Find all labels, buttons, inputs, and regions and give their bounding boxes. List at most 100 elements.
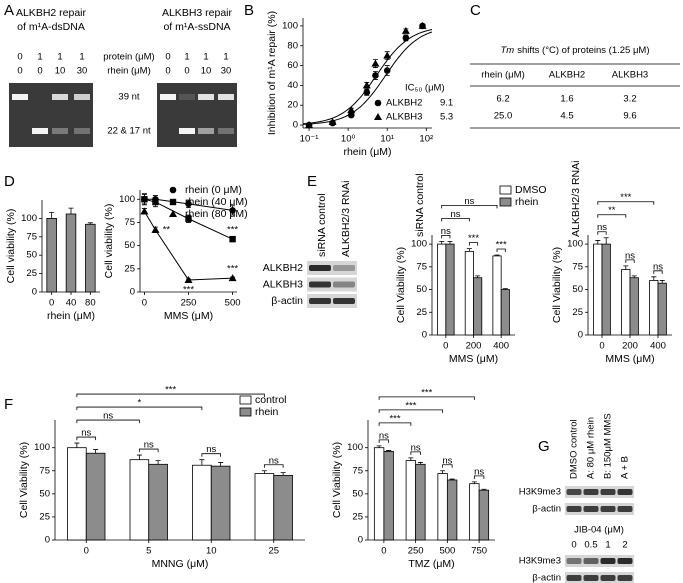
gel-band [218, 94, 234, 100]
blot-band [617, 575, 633, 581]
table-title-symbol: Tm [501, 45, 515, 56]
marker [228, 274, 237, 282]
y-tick-label: 40 [287, 80, 298, 91]
y-axis-label: Inhibition of m¹A repair (%) [266, 11, 278, 135]
blot-strip [565, 572, 634, 583]
bar [649, 280, 659, 336]
marker [347, 106, 356, 114]
annotation: *** [183, 284, 194, 295]
significance-bracket [201, 453, 222, 457]
band-label: 39 nt [118, 92, 139, 103]
marker [328, 118, 337, 126]
chart-title: siRNA control [414, 173, 426, 237]
lane-value: 1 [203, 52, 208, 63]
significance-bracket [597, 214, 627, 218]
blot-band [600, 506, 616, 512]
bar [446, 479, 458, 541]
lane-value: 1 [57, 52, 62, 63]
significance-bracket [378, 409, 444, 413]
blot-strip [565, 503, 634, 515]
legend-value: 5.3 [440, 112, 453, 123]
x-axis-label: MNNG (μM) [152, 558, 209, 570]
significance-bracket [653, 270, 663, 274]
blot-band [566, 489, 582, 495]
panel-label: B [244, 2, 254, 19]
row-label: protein (μM) [103, 52, 154, 63]
legend-label: control [255, 394, 287, 406]
legend-label: rhein (80 μM) [185, 208, 248, 220]
legend-label: rhein (40 μM) [185, 196, 248, 208]
significance-bracket [76, 393, 265, 398]
legend-label: DMSO [515, 184, 547, 196]
annotation: ** [163, 224, 171, 235]
series-line [143, 211, 233, 281]
y-tick-label: 25 [352, 511, 363, 522]
x-tick-label: 40 [66, 298, 77, 309]
y-tick-label: 0 [45, 535, 50, 546]
fit-curve [302, 29, 433, 125]
legend-label: rhein (0 μM) [185, 184, 242, 196]
x-tick-label: 10⁰ [341, 134, 356, 145]
gel-band [198, 128, 214, 134]
y-tick-label: 100 [21, 213, 37, 224]
bar [500, 289, 510, 336]
marker [371, 59, 380, 67]
x-tick-label: 5 [146, 546, 151, 557]
significance-label: ns [411, 442, 421, 453]
legend-label: ALKBH2 [386, 98, 422, 109]
annotation: *** [227, 264, 238, 275]
marker [305, 121, 314, 129]
significance-bracket [441, 217, 470, 222]
blot-column-label: B: 150μM MMS [603, 413, 614, 479]
marker [169, 198, 177, 206]
lane-value: 0 [165, 66, 170, 77]
titration-value: 2 [622, 540, 627, 551]
significance-bracket [496, 248, 506, 252]
y-axis-label: Cell viability (%) [103, 204, 115, 279]
bar [415, 463, 426, 541]
titration-value: 0 [571, 540, 576, 551]
x-tick-label: 25 [268, 546, 279, 557]
bar [657, 282, 667, 336]
lane-value: 30 [77, 66, 88, 77]
bar [85, 452, 106, 541]
significance-label: *** [468, 233, 479, 244]
significance-bracket [263, 464, 284, 468]
table-cell: 3.2 [623, 94, 636, 105]
blot-band [566, 575, 582, 581]
y-axis-label: Cell Viability (%) [395, 247, 407, 323]
y-tick-label: 60 [287, 60, 298, 71]
blot-band [600, 575, 616, 581]
blot-strip [565, 555, 634, 567]
y-tick-label: 100 [411, 239, 427, 250]
marker [169, 186, 177, 194]
significance-bracket [138, 448, 159, 453]
bar [148, 463, 168, 541]
y-tick-label: 100 [567, 239, 583, 250]
gel-band [52, 94, 68, 100]
bar [373, 447, 385, 541]
significance-bracket [76, 419, 140, 424]
marker [374, 99, 382, 107]
significance-bracket [410, 451, 421, 455]
bar [593, 243, 603, 336]
significance-label: *** [620, 192, 631, 203]
significance-label: *** [165, 385, 176, 396]
panel-label: E [307, 173, 317, 190]
y-tick-label: 25 [572, 307, 583, 318]
blot-strip [307, 294, 357, 308]
x-axis-label: MMS (μM) [449, 353, 498, 365]
y-tick-label: 25 [416, 307, 427, 318]
significance-label: ** [608, 205, 616, 216]
band-label: 22 & 17 nt [107, 126, 151, 137]
significance-bracket [76, 406, 203, 411]
marker [229, 235, 236, 243]
legend-swatch [499, 185, 512, 195]
significance-label: ns [269, 455, 279, 466]
y-tick-label: 20 [287, 100, 298, 111]
bar [473, 277, 483, 336]
blot-band [617, 558, 633, 564]
bar [629, 277, 639, 336]
x-tick-label: 500 [439, 546, 455, 557]
